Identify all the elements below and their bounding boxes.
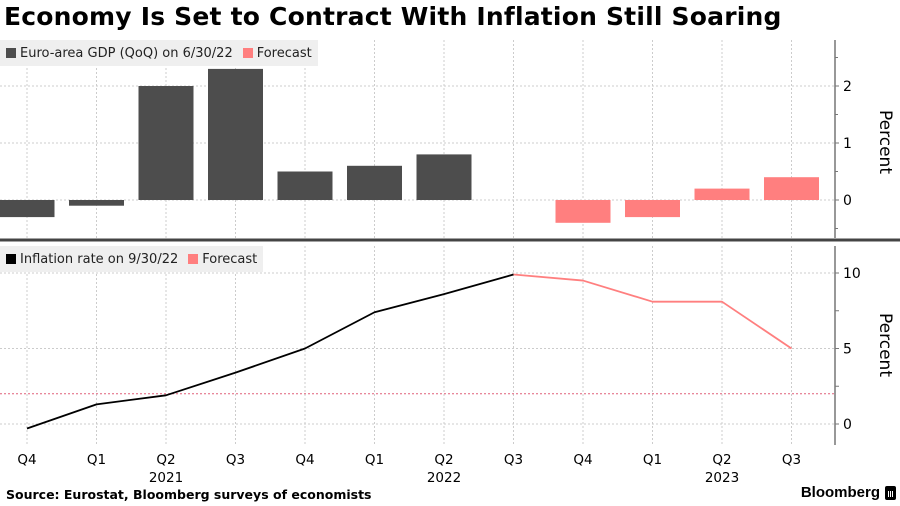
inflation-line: [26, 273, 514, 430]
gdp-forecast-bar: [625, 200, 680, 218]
gdp-legend-item-actual: Euro-area GDP (QoQ) on 6/30/22: [6, 46, 233, 61]
gdp-bar: [277, 171, 333, 200]
gdp-forecast-bar: [694, 188, 750, 200]
x-tick-label: Q3: [782, 452, 801, 468]
gdp-bar: [138, 86, 194, 200]
gdp-bar: [416, 154, 472, 200]
x-tick-label: Q1: [643, 452, 662, 468]
x-year-label: 2022: [427, 470, 461, 486]
legend-swatch-icon: [188, 254, 199, 264]
inflation-legend-item-forecast: Forecast: [188, 252, 257, 267]
legend-label: Inflation rate on 9/30/22: [20, 251, 179, 267]
inflation-lines: [26, 273, 793, 430]
gdp-y-axis-label: Percent: [875, 110, 895, 174]
gdp-tick-label: 1: [843, 136, 852, 152]
legend-label: Euro-area GDP (QoQ) on 6/30/22: [20, 45, 233, 61]
gdp-y-axis: 0 1 2: [834, 40, 852, 238]
gdp-legend-item-forecast: Forecast: [242, 45, 312, 61]
bloomberg-brand: Bloomberg: [801, 484, 896, 501]
x-tick-label: Q2: [712, 452, 731, 468]
gdp-gridlines: [0, 40, 835, 238]
inflation-legend-item-actual: Inflation rate on 9/30/22: [6, 252, 178, 267]
x-tick-label: Q3: [226, 452, 245, 468]
bloomberg-logo-icon: [885, 485, 896, 500]
source-note: Source: Eurostat, Bloomberg surveys of e…: [6, 487, 372, 502]
gdp-forecast-bar: [764, 177, 819, 200]
inflation-tick-label: 10: [843, 266, 861, 282]
gdp-bar: [208, 68, 263, 201]
gdp-bar: [0, 200, 55, 218]
x-year-label: 2021: [149, 470, 183, 486]
x-axis: Q4 Q1 Q2 Q3 Q4 Q1 Q2 Q3 Q4 Q1 Q2 Q3 2021 2022 2023: [17, 452, 801, 486]
legend-swatch-icon: [6, 48, 16, 58]
gdp-forecast-bar: [555, 200, 611, 223]
x-tick-label: Q2: [434, 452, 453, 468]
x-tick-label: Q1: [87, 452, 106, 468]
inflation-legend: Inflation rate on 9/30/22 Forecast: [0, 246, 264, 272]
x-tick-label: Q3: [504, 452, 523, 468]
inflation-tick-label: 5: [843, 342, 852, 358]
chart-title: Economy Is Set to Contract With Inflatio…: [4, 2, 782, 31]
x-tick-label: Q1: [365, 452, 384, 468]
inflation-tick-label: 0: [843, 417, 852, 433]
brand-name: Bloomberg: [800, 484, 880, 501]
legend-label: Forecast: [256, 45, 312, 61]
gdp-bar: [69, 200, 124, 206]
inflation-y-axis: 0 5 10: [834, 246, 861, 445]
inflation-gridlines: [0, 246, 835, 445]
x-tick-label: Q4: [573, 452, 592, 468]
gdp-tick-label: 2: [843, 79, 852, 95]
inflation-y-axis-label: Percent: [875, 313, 895, 377]
x-tick-label: Q4: [295, 452, 314, 468]
gdp-bars: [0, 68, 819, 223]
x-year-label: 2023: [705, 470, 739, 486]
inflation-forecast-line: [513, 273, 793, 350]
gdp-legend: Euro-area GDP (QoQ) on 6/30/22 Forecast: [0, 40, 318, 66]
legend-swatch-icon: [242, 48, 253, 58]
gdp-tick-label: 0: [843, 193, 852, 209]
legend-label: Forecast: [202, 251, 258, 267]
gdp-bar: [347, 165, 402, 200]
legend-swatch-icon: [6, 254, 16, 264]
x-tick-label: Q4: [17, 452, 36, 468]
x-tick-label: Q2: [156, 452, 175, 468]
